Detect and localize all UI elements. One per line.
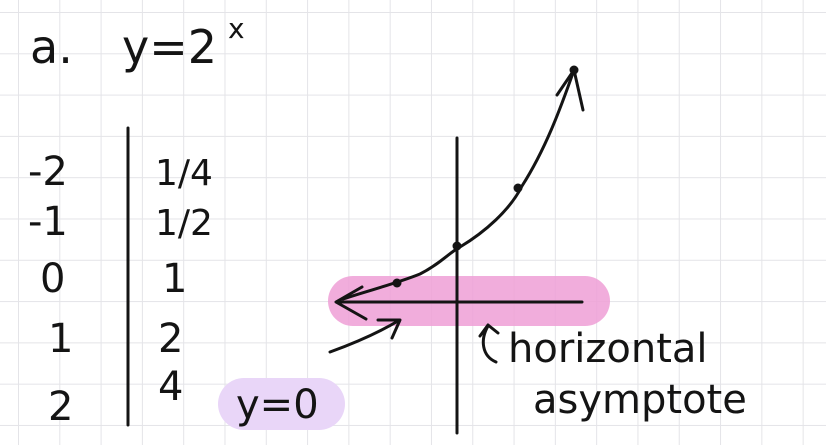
equation-exponent: x [228,12,245,45]
pointer-arrowhead [376,318,402,340]
pointer-arrow-line [328,319,400,354]
table-y-cell: 1 [162,256,187,302]
plotted-points [392,65,579,288]
equation-base: y=2 [122,20,217,74]
label-arrow [478,323,500,364]
table-y-cell: 1/2 [155,203,213,244]
asymptote-equation: y=0 [236,382,319,428]
problem-label: a. [30,20,73,74]
equation-highlight [218,378,345,430]
table-x-cell: -1 [28,199,68,245]
data-point [392,278,402,288]
table-y-column: 1/4 1/2 1 2 4 [155,153,213,410]
table-x-cell: 2 [48,384,73,430]
table-x-cell: 1 [48,316,73,362]
x-axis-arrowhead [334,285,368,321]
table-y-cell: 4 [158,364,183,410]
data-point [452,241,462,251]
table-y-cell: 2 [158,316,183,362]
table-y-cell: 1/4 [155,153,213,194]
table-x-cell: -2 [28,149,68,195]
asymptote-label-line1: horizontal [508,326,708,372]
data-point [513,183,523,193]
data-point [569,65,579,75]
table-x-column: -2 -1 0 1 2 [28,149,73,430]
table-x-cell: 0 [40,256,65,302]
asymptote-label-line2: asymptote [533,377,747,423]
